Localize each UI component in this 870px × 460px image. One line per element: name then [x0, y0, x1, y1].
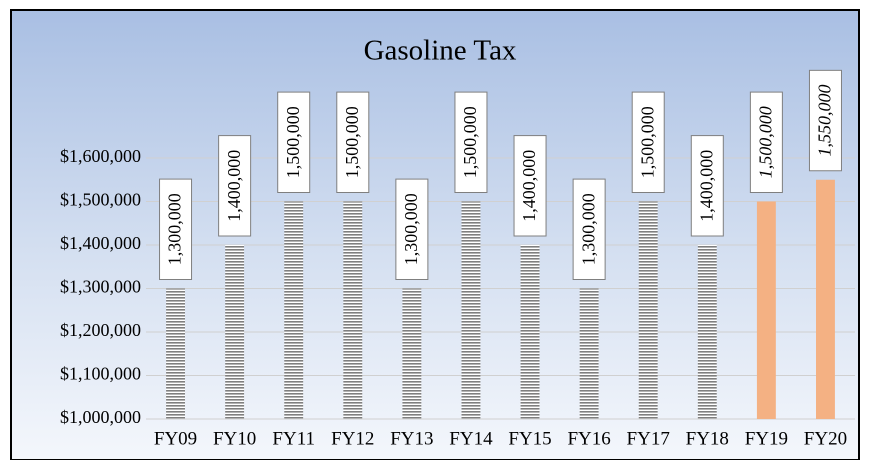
- data-label-box: [631, 91, 665, 193]
- bar: [579, 288, 599, 419]
- y-tick-label: $1,600,000: [60, 146, 141, 166]
- data-label: 1,500,000: [756, 106, 776, 178]
- data-label-box: [454, 91, 488, 193]
- data-label-box: [218, 135, 252, 237]
- data-label-box: [336, 91, 370, 193]
- x-tick-label: FY20: [804, 428, 847, 449]
- x-tick-label: FY19: [745, 428, 788, 449]
- data-label-box: [572, 178, 606, 281]
- y-tick-label: $1,300,000: [60, 277, 141, 297]
- x-tick-label: FY14: [449, 428, 493, 449]
- x-tick-label: FY11: [272, 428, 315, 449]
- x-tick-label: FY12: [331, 428, 374, 449]
- y-tick-label: $1,100,000: [60, 364, 141, 384]
- data-label: 1,300,000: [165, 193, 185, 265]
- data-label: 1,500,000: [637, 106, 657, 178]
- x-tick-label: FY09: [154, 428, 197, 449]
- x-tick-label: FY18: [686, 428, 729, 449]
- data-label: 1,300,000: [578, 193, 598, 265]
- y-tick-label: $1,000,000: [60, 407, 141, 427]
- bar: [816, 179, 835, 419]
- bar: [520, 245, 540, 419]
- data-label: 1,400,000: [519, 150, 539, 222]
- data-label-box: [395, 178, 429, 281]
- x-tick-label: FY13: [390, 428, 433, 449]
- y-tick-label: $1,200,000: [60, 320, 141, 340]
- data-label-box: [690, 135, 724, 237]
- data-label-box: [513, 135, 547, 237]
- y-tick-label: $1,400,000: [60, 233, 141, 253]
- data-label-box: [749, 91, 783, 193]
- y-tick-label: $1,500,000: [60, 190, 141, 210]
- x-tick-label: FY16: [567, 428, 610, 449]
- data-label: 1,400,000: [224, 150, 244, 222]
- bar: [343, 201, 363, 419]
- bar: [697, 245, 717, 419]
- bar: [461, 201, 481, 419]
- bar: [284, 201, 304, 419]
- data-label-box: [277, 91, 311, 193]
- chart-title: Gasoline Tax: [364, 35, 517, 67]
- data-label: 1,500,000: [342, 106, 362, 178]
- bar: [638, 201, 658, 419]
- x-tick-label: FY10: [213, 428, 256, 449]
- data-label: 1,500,000: [460, 106, 480, 178]
- data-label: 1,300,000: [401, 193, 421, 265]
- bar: [402, 288, 422, 419]
- x-tick-label: FY17: [627, 428, 670, 449]
- data-label: 1,500,000: [283, 106, 303, 178]
- data-label: 1,400,000: [696, 150, 716, 222]
- data-label: 1,550,000: [815, 85, 835, 157]
- x-tick-label: FY15: [508, 428, 551, 449]
- data-label-box: [808, 69, 842, 172]
- bar: [225, 245, 245, 419]
- bar: [756, 201, 776, 419]
- bar: [166, 288, 185, 419]
- data-label-box: [159, 178, 193, 281]
